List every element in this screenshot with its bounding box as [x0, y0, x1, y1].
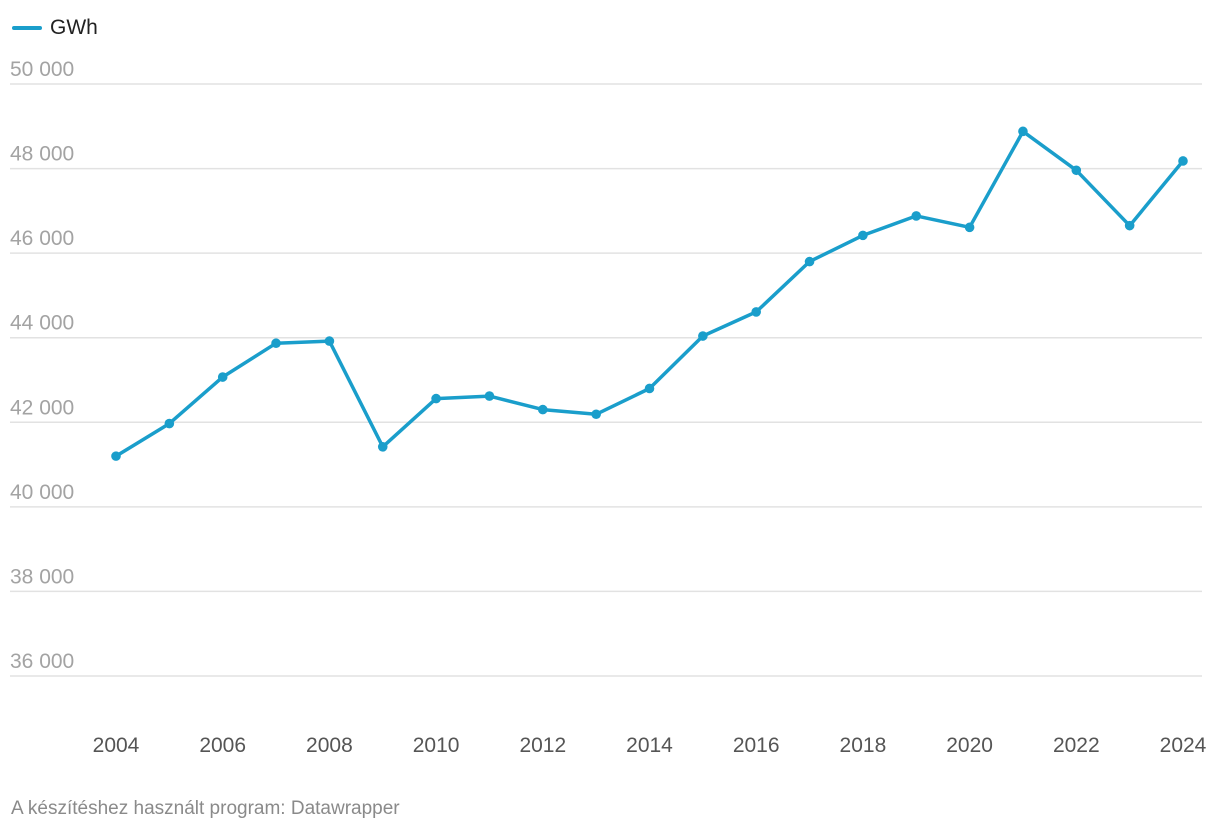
data-point [324, 336, 335, 346]
data-point [911, 211, 922, 221]
x-tick-label: 2014 [626, 734, 673, 757]
data-point [538, 404, 548, 415]
x-tick-label: 2010 [413, 734, 460, 757]
x-tick-label: 2012 [519, 734, 566, 757]
chart-legend: GWh [12, 16, 98, 40]
legend-swatch [12, 26, 42, 30]
data-point [484, 391, 495, 401]
footer-credit: A készítéshez használt program: Datawrap… [11, 798, 400, 819]
data-point [751, 307, 761, 317]
data-point [1071, 165, 1082, 176]
x-tick-label: 2008 [306, 734, 353, 757]
y-tick-label: 38 000 [10, 565, 74, 588]
x-tick-label: 2018 [840, 734, 887, 757]
y-tick-label: 44 000 [10, 312, 74, 335]
data-point [698, 331, 708, 341]
data-point [964, 222, 975, 233]
data-point [804, 256, 815, 267]
x-tick-label: 2022 [1053, 734, 1100, 757]
data-point [111, 451, 121, 461]
series-line [114, 129, 1185, 458]
x-tick-label: 2024 [1160, 734, 1207, 757]
data-point [591, 409, 601, 420]
y-tick-label: 50 000 [10, 58, 74, 81]
x-tick-label: 2004 [93, 734, 140, 757]
y-tick-label: 40 000 [10, 481, 74, 504]
data-point [1178, 156, 1188, 166]
y-tick-label: 46 000 [10, 227, 74, 250]
y-tick-label: 48 000 [10, 143, 74, 166]
x-tick-label: 2016 [733, 734, 780, 757]
data-point [431, 393, 441, 404]
x-tick-label: 2020 [946, 734, 993, 757]
data-point [164, 418, 175, 429]
data-point [271, 338, 281, 349]
data-point [377, 442, 388, 452]
data-point [1018, 126, 1028, 137]
data-point [1124, 220, 1135, 231]
y-tick-label: 36 000 [10, 650, 74, 673]
data-point [644, 383, 655, 394]
x-tick-label: 2006 [199, 734, 246, 757]
legend-label: GWh [50, 16, 98, 39]
data-point [217, 372, 228, 382]
data-point [858, 230, 868, 241]
y-tick-label: 42 000 [10, 396, 74, 419]
